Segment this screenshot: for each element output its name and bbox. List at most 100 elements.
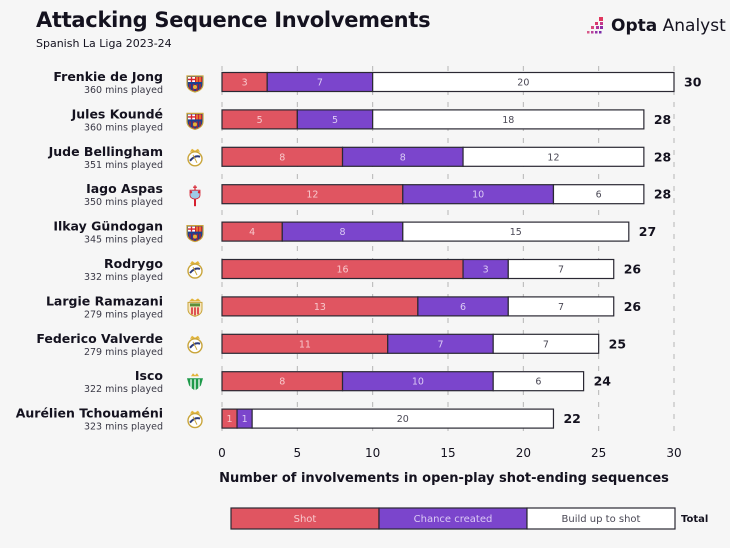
- chart-subtitle: Spanish La Liga 2023-24: [36, 37, 172, 50]
- x-tick-label: 25: [591, 446, 606, 460]
- legend-label-total: Total: [681, 514, 708, 525]
- x-tick-label: 15: [440, 446, 455, 460]
- barcelona-crest-icon: [186, 75, 204, 93]
- crest-dot: [197, 191, 201, 194]
- crest-crown: [191, 373, 199, 377]
- minutes-played: 322 mins played: [84, 384, 163, 395]
- data-label-chance-created: 10: [472, 190, 484, 201]
- crest-letters: [192, 266, 198, 276]
- total-label: 24: [594, 374, 612, 389]
- player-name: Isco: [135, 368, 164, 383]
- player-name: Aurélien Tchouaméni: [16, 406, 163, 421]
- bar-segment-build-up: [507, 296, 615, 317]
- x-axis-ticks: 0 5 10 15 20 25 30: [218, 446, 681, 460]
- crest-cross: [188, 114, 195, 120]
- minutes-played: 279 mins played: [84, 347, 163, 358]
- crest-shield: [189, 189, 201, 200]
- barcelona-crest-icon: [186, 112, 204, 131]
- total-label: 26: [624, 299, 642, 314]
- data-label-shot: 4: [249, 227, 255, 238]
- crest-crown: [190, 148, 200, 152]
- x-tick-label: 30: [666, 446, 681, 460]
- data-label-build-up: 7: [558, 265, 564, 276]
- player-name: Jude Bellingham: [48, 144, 163, 159]
- player-name: Largie Ramazani: [46, 293, 163, 308]
- crest-crown: [189, 298, 201, 302]
- legend-swatch-build-up: [526, 507, 676, 530]
- legend: Shot Chance created Build up to shot Total: [230, 507, 708, 530]
- real-madrid-crest-icon: [187, 148, 203, 167]
- minutes-played: 351 mins played: [84, 160, 163, 171]
- x-tick-label: 10: [365, 446, 380, 460]
- minutes-played: 323 mins played: [84, 422, 163, 433]
- bar-segment-build-up: [492, 333, 600, 354]
- logo-text: Opta Analyst: [611, 16, 726, 36]
- data-label-chance-created: 5: [332, 115, 338, 126]
- crest-crown: [190, 410, 200, 414]
- player-name: Frenkie de Jong: [53, 69, 163, 84]
- data-label-shot: 3: [242, 78, 248, 89]
- player-name: Jules Koundé: [71, 106, 163, 121]
- crest-senyera: [195, 114, 202, 120]
- crest-cross: [193, 185, 197, 191]
- real-betis-crest-icon: [187, 373, 203, 391]
- bar-segment-build-up: [251, 408, 555, 429]
- data-label-build-up: 7: [558, 302, 564, 313]
- data-label-shot: 12: [306, 190, 318, 201]
- data-label-shot: 16: [336, 265, 348, 276]
- x-axis-label: Number of involvements in open-play shot…: [219, 471, 669, 486]
- data-label-shot: 13: [314, 302, 326, 313]
- crest-senyera: [195, 226, 202, 232]
- bar-segment-build-up: [402, 221, 630, 242]
- chart-title: Attacking Sequence Involvements: [36, 8, 431, 32]
- crest-dot: [189, 191, 193, 194]
- minutes-played: 350 mins played: [84, 197, 163, 208]
- data-label-chance-created: 7: [317, 78, 323, 89]
- bar-segment-build-up: [507, 258, 615, 280]
- crest-letters: [192, 416, 198, 425]
- player-name: Ilkay Gündogan: [53, 219, 163, 234]
- bar-segment-build-up: [372, 71, 675, 93]
- opta-logo-icon: [587, 17, 603, 34]
- data-label-build-up: 12: [547, 152, 559, 163]
- minutes-played: 279 mins played: [84, 309, 163, 320]
- total-label: 28: [654, 112, 671, 127]
- crest-crown: [190, 261, 200, 264]
- real-madrid-crest-icon: [187, 261, 203, 279]
- legend-label-shot: Shot: [294, 514, 317, 525]
- crest-ball: [193, 122, 197, 127]
- x-tick-label: 0: [218, 446, 226, 460]
- real-madrid-crest-icon: [187, 335, 203, 354]
- player-name: Federico Valverde: [36, 331, 163, 346]
- data-label-shot: 5: [257, 115, 263, 126]
- crest-cross: [188, 226, 195, 232]
- data-label-chance-created: 8: [400, 152, 406, 163]
- data-label-chance-created: 7: [437, 339, 443, 350]
- player-name: Rodrygo: [104, 256, 163, 271]
- crest-senyera: [195, 77, 202, 82]
- data-label-chance-created: 8: [340, 227, 346, 238]
- total-label: 22: [563, 411, 580, 426]
- crest-ball: [193, 234, 197, 239]
- minutes-played: 332 mins played: [84, 272, 163, 283]
- data-label-build-up: 20: [517, 78, 529, 89]
- data-label-shot: 8: [279, 377, 285, 388]
- data-label-build-up: 15: [510, 227, 522, 238]
- minutes-played: 360 mins played: [84, 85, 163, 96]
- data-label-build-up: 6: [596, 190, 602, 201]
- real-madrid-crest-icon: [187, 410, 203, 429]
- crest-stripes: [196, 226, 201, 232]
- total-label: 28: [654, 187, 671, 202]
- total-label: 30: [684, 75, 702, 90]
- total-label: 27: [639, 224, 656, 239]
- bar-segment-build-up: [372, 109, 645, 130]
- opta-analyst-logo: Opta Analyst: [585, 16, 726, 36]
